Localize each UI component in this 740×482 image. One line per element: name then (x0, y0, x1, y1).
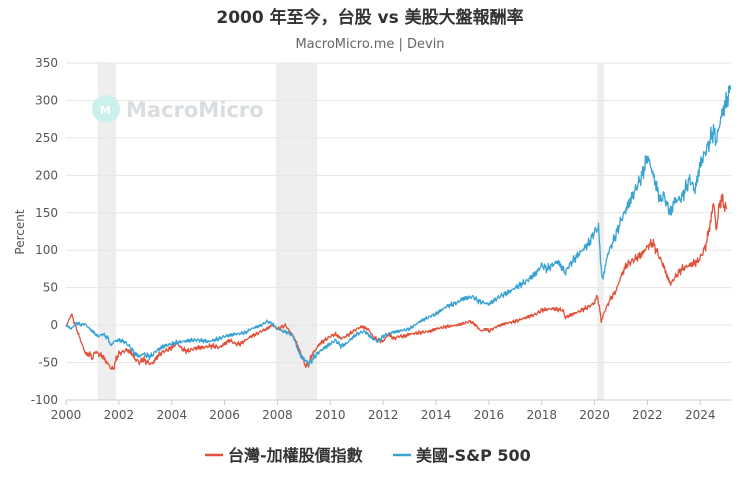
series-lines (65, 84, 732, 370)
x-tick-label: 2000 (51, 408, 82, 422)
x-tick-label: 2014 (421, 408, 452, 422)
x-tick-label: 2006 (209, 408, 240, 422)
x-tick-label: 2008 (262, 408, 293, 422)
x-tick-label: 2020 (579, 408, 610, 422)
y-tick-labels: -100 -50 0 50 100 150 200 250 300 350 (31, 56, 58, 407)
recession-band-1 (276, 63, 318, 400)
legend-label-taiwan: 台灣-加權股價指數 (228, 446, 363, 465)
y-tick-label: -100 (31, 393, 58, 407)
recession-band-0 (97, 63, 117, 400)
x-tick-label: 2002 (104, 408, 135, 422)
legend-label-sp500: 美國-S&P 500 (416, 446, 531, 465)
x-tick-label: 2024 (685, 408, 716, 422)
y-axis-label: Percent (13, 209, 27, 254)
x-tick-label: 2004 (156, 408, 187, 422)
x-tick-label: 2022 (632, 408, 663, 422)
recession-shading (97, 63, 604, 400)
y-tick-label: 100 (35, 243, 58, 257)
watermark: M MacroMicro (92, 95, 264, 123)
series-line-taiwan (65, 193, 728, 370)
legend-item-taiwan[interactable]: 台灣-加權股價指數 (205, 446, 363, 465)
legend[interactable]: 台灣-加權股價指數 美國-S&P 500 (205, 446, 531, 465)
y-tick-label: 150 (35, 206, 58, 220)
chart-title: 2000 年至今，台股 vs 美股大盤報酬率 (216, 7, 523, 28)
x-tick-label: 2018 (526, 408, 557, 422)
watermark-text: MacroMicro (126, 98, 264, 122)
x-tick-labels: 2000 2002 2004 2006 2008 2010 2012 2014 2016 2018… (51, 400, 716, 422)
x-tick-label: 2016 (474, 408, 505, 422)
watermark-logo-icon (92, 95, 120, 123)
y-tick-label: 300 (35, 93, 58, 107)
y-tick-label: -50 (38, 356, 58, 370)
watermark-logo-glyph: M (100, 104, 111, 117)
x-tick-label: 2012 (368, 408, 399, 422)
x-tick-label: 2010 (315, 408, 346, 422)
chart-subtitle: MacroMicro.me | Devin (295, 37, 444, 52)
y-tick-label: 200 (35, 168, 58, 182)
y-gridlines (66, 62, 732, 364)
y-tick-label: 350 (35, 56, 58, 70)
recession-band-2 (597, 63, 604, 400)
legend-item-sp500[interactable]: 美國-S&P 500 (393, 446, 531, 465)
y-tick-label: 250 (35, 131, 58, 145)
y-tick-label: 0 (50, 318, 58, 332)
series-line-sp500 (65, 84, 732, 367)
y-tick-label: 50 (43, 281, 58, 295)
